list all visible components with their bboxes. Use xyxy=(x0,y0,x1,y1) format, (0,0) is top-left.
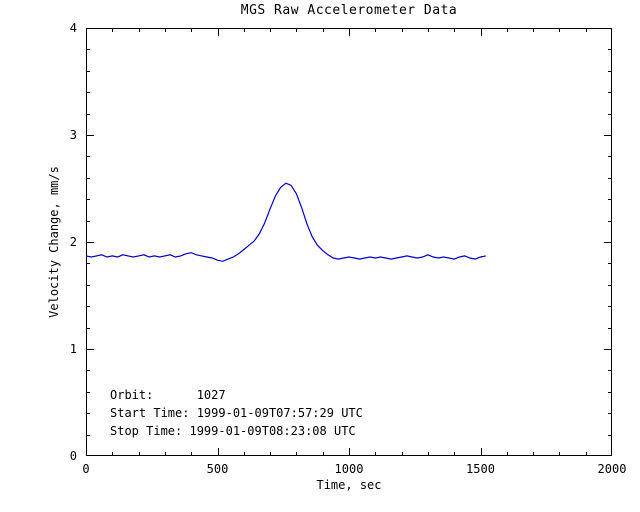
x-tick-label: 1000 xyxy=(334,462,364,476)
x-tick-label: 500 xyxy=(206,462,229,476)
x-tick-label: 0 xyxy=(82,462,90,476)
y-tick-label: 4 xyxy=(69,21,77,35)
annotation-start-time: Start Time: 1999-01-09T07:57:29 UTC xyxy=(110,406,363,420)
plot-canvas xyxy=(86,28,612,456)
y-axis-label: Velocity Change, mm/s xyxy=(47,166,61,318)
annotation-block: Orbit: 1027 Start Time: 1999-01-09T07:57… xyxy=(110,386,363,440)
y-tick-label: 3 xyxy=(69,128,77,142)
data-line-velocity_change_mm_per_s xyxy=(86,182,486,262)
annotation-orbit: Orbit: 1027 xyxy=(110,388,226,402)
chart-title: MGS Raw Accelerometer Data xyxy=(240,3,458,18)
plot-area xyxy=(86,28,612,456)
y-tick-label: 2 xyxy=(69,235,77,249)
x-tick-label: 2000 xyxy=(597,462,627,476)
y-tick-label: 0 xyxy=(69,449,77,463)
y-tick-label: 1 xyxy=(69,342,77,356)
annotation-stop-time: Stop Time: 1999-01-09T08:23:08 UTC xyxy=(110,424,356,438)
x-tick-label: 1500 xyxy=(466,462,495,476)
x-axis-label: Time, sec xyxy=(316,478,382,492)
